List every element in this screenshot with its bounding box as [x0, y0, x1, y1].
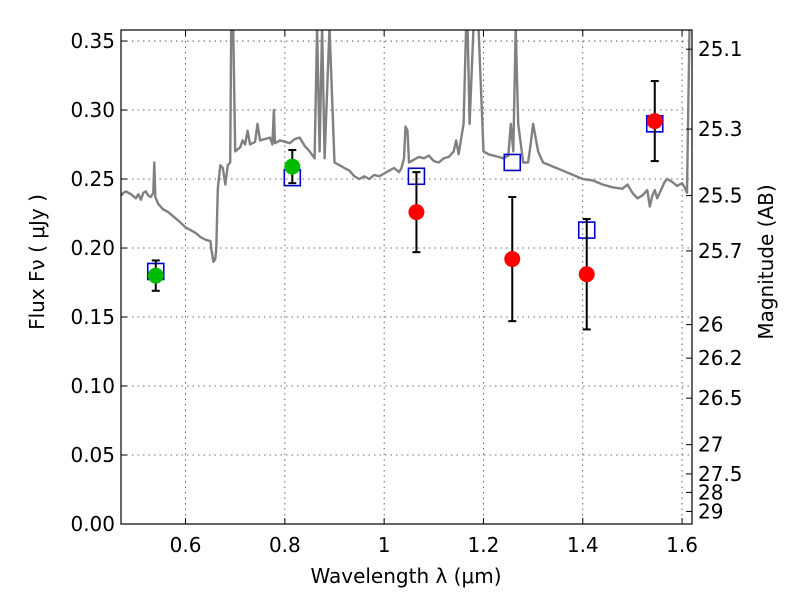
x-tick-label: 1: [378, 533, 391, 557]
y-tick-label: 0.25: [70, 167, 115, 191]
y-tick-label: 0.35: [70, 29, 115, 53]
y-tick-label: 0.05: [70, 443, 115, 467]
right-tick-label: 25.7: [698, 239, 743, 263]
right-axis-label: Magnitude (AB): [754, 184, 778, 339]
x-tick-label: 1.6: [666, 533, 698, 557]
right-tick-label: 25.1: [698, 37, 743, 61]
axis-ticks: [121, 30, 692, 525]
data-point: [646, 113, 663, 130]
right-tick-label: 27: [698, 433, 723, 457]
y-tick-label: 0.30: [70, 98, 115, 122]
y-tick-label: 0.00: [70, 512, 115, 536]
x-axis-label: Wavelength λ (μm): [310, 564, 501, 588]
spectrum-line: [121, 30, 691, 263]
x-tick-label: 1.4: [567, 533, 599, 557]
right-tick-label: 27.5: [698, 462, 743, 486]
right-tick-label: 26.5: [698, 386, 743, 410]
y-tick-label: 0.20: [70, 236, 115, 260]
right-tick-label: 25.5: [698, 184, 743, 208]
x-tick-label: 1.2: [468, 533, 500, 557]
model-box: [503, 153, 522, 172]
tick-labels: 0.6 0.8 1 1.2 1.4 1.6 0.00 0.05 0.10 0.15 0.20 0.25…: [70, 29, 742, 557]
y-tick-label: 0.15: [70, 305, 115, 329]
data-point: [147, 267, 164, 284]
spectrum-series: [121, 30, 691, 263]
x-tick-label: 0.6: [170, 533, 202, 557]
data-point: [504, 251, 521, 268]
data-point: [578, 266, 595, 283]
right-tick-label: 29: [698, 499, 723, 523]
right-tick-label: 26.2: [698, 346, 743, 370]
data-point-series: [147, 113, 663, 284]
right-tick-label: 26: [698, 313, 723, 337]
x-tick-label: 0.8: [269, 533, 301, 557]
right-tick-label: 28: [698, 480, 723, 504]
y-tick-label: 0.10: [70, 374, 115, 398]
data-point: [408, 204, 425, 221]
y-axis-label: Flux Fν ( μJy ): [25, 194, 49, 330]
data-point: [284, 158, 301, 175]
right-tick-label: 25.3: [698, 117, 743, 141]
plot-frame: [120, 29, 693, 525]
plot-background: [121, 30, 692, 524]
